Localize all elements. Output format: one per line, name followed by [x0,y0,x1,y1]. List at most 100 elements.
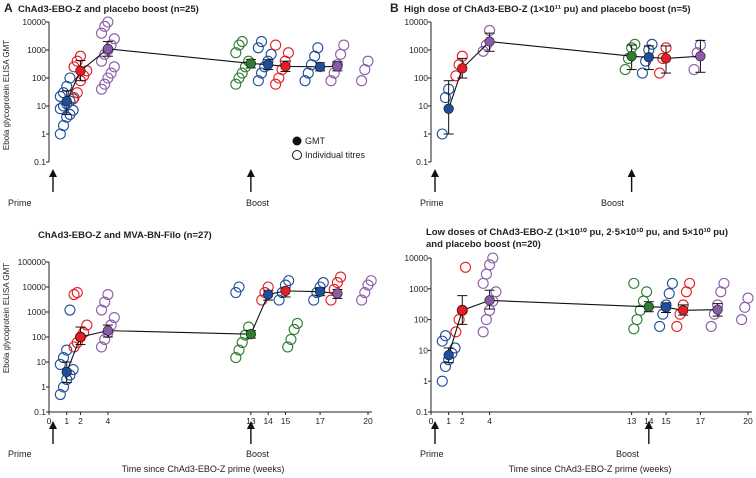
legend-individual-label: Individual titres [305,150,366,160]
individual-titre-point [288,323,300,336]
individual-titre-point [356,75,368,87]
individual-titre-point [718,277,730,289]
individual-titre-point [671,320,683,332]
individual-titre-point [64,304,76,316]
individual-titre-point [641,286,653,298]
individual-titre-point [480,268,492,280]
boost-label-br: Boost [616,449,640,459]
y-tick-label: 10 [419,101,429,111]
y-tick-label: 10000 [22,282,46,292]
individual-titre-point [68,288,80,301]
y-tick-label: 1 [423,376,428,386]
gmt-point [263,59,274,70]
x-tick-label: 4 [106,416,111,426]
x-tick-label: 13 [627,416,637,426]
individual-titre-point [95,55,108,67]
x-tick-label: 0 [429,416,434,426]
individual-titre-point [54,388,66,401]
individual-titre-point [105,67,117,79]
individual-titre-point [291,317,303,329]
individual-titre-point [255,67,268,79]
gmt-point [457,305,468,316]
boost-arrow-head [246,421,255,429]
individual-titre-point [325,75,337,87]
title-top-left: ChAd3-EBO-Z and placebo boost (n=25) [18,4,199,15]
x-tick-label: 4 [487,416,492,426]
legend-gmt-marker [292,136,302,146]
individual-titre-point [736,314,748,326]
individual-titre-point [95,341,108,353]
individual-titre-point [663,288,675,300]
y-tick-label: 1000 [27,45,46,55]
y-tick-label: 0.1 [34,407,46,417]
individual-titre-point [54,358,66,370]
individual-titre-point [233,281,245,293]
gmt-point [712,304,723,315]
individual-titre-point [81,319,93,331]
individual-titre-point [705,320,717,332]
prime-label-tl: Prime [8,198,32,208]
individual-titre-point [362,55,374,67]
individual-titre-point [628,323,640,335]
gmt-point [678,305,689,316]
gmt-point [484,36,495,47]
gmt-point [660,302,672,313]
individual-titre-point [57,352,70,364]
y-axis-label-top: Ebola glycoprotein ELISA GMT [2,40,11,150]
individual-titre-point [108,311,120,324]
individual-titre-point [255,36,268,48]
prime-label-br: Prime [420,449,444,459]
gmt-point [61,95,72,107]
individual-titre-point [484,259,496,271]
individual-titre-point [99,78,111,90]
prime-arrow-head [49,169,57,177]
gmt-point [75,331,86,343]
x-tick-label: 2 [460,416,465,426]
individual-titre-point [233,39,245,51]
individual-titre-point [338,39,350,51]
y-tick-label: 0.1 [34,157,46,167]
individual-titre-point [71,286,83,299]
individual-titre-point [317,277,329,289]
prime-arrow-head [431,169,439,177]
prime-label-bl: Prime [8,449,32,459]
y-tick-label: 1 [423,129,428,139]
y-tick-label: 10 [419,345,429,355]
individual-titre-point [299,75,311,87]
individual-titre-point [57,381,70,393]
y-tick-label: 10000 [404,253,428,263]
gmt-point [245,329,256,340]
y-tick-label: 1 [41,129,46,139]
gmt-point [643,52,654,63]
x-tick-label: 17 [315,416,325,426]
x-tick-label: 15 [281,416,291,426]
gmt-point [484,295,495,306]
x-tick-label: 14 [644,416,654,426]
individual-titre-point [335,48,347,60]
panel-top-right: 0.1 1 10 100 1000 10000 [404,17,706,192]
gmt-point [314,61,326,72]
gmt-point [626,51,637,62]
individual-titre-point [283,275,295,287]
y-tick-label: 1000 [409,284,428,294]
individual-titre-point [356,294,368,306]
title-bottom-right-line2: and placebo boost (n=20) [426,239,541,250]
individual-titre-point [477,326,489,338]
prime-arrow-head [49,421,57,429]
x-tick-label: 15 [661,416,671,426]
individual-titre-point [230,78,242,90]
individual-titre-point [282,47,294,59]
x-tick-label: 20 [743,416,753,426]
x-tick-label: 14 [263,416,273,426]
individual-titre-point [230,352,242,364]
individual-titre-point [739,301,751,313]
individual-titre-point [359,286,371,299]
title-top-right: High dose of ChAd3-EBO-Z (1×10¹¹ pu) and… [404,4,691,15]
individual-titre-point [628,277,640,289]
gmt-point [280,61,291,72]
gmt-point [443,350,454,361]
prime-arrow-head [431,421,439,429]
individual-titre-point [95,27,108,39]
y-axis-label-bottom: Ebola glycoprotein ELISA GMT [2,263,11,373]
